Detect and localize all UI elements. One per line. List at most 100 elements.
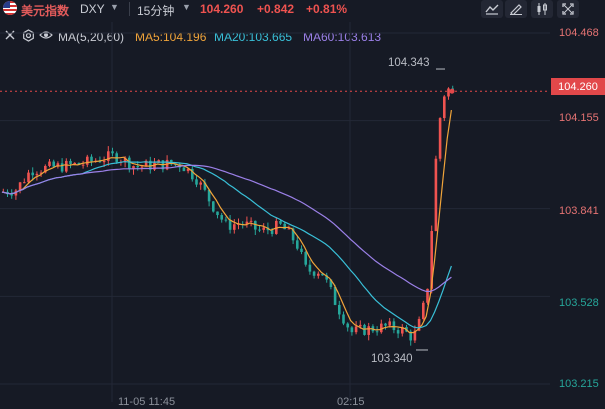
us-flag-icon bbox=[3, 1, 17, 15]
price-axis-label: 104.468 bbox=[559, 27, 599, 39]
candle-body bbox=[258, 229, 261, 231]
fullscreen-button[interactable] bbox=[557, 0, 579, 18]
candle-body bbox=[81, 164, 85, 166]
candle-body bbox=[338, 304, 341, 315]
candle-body bbox=[149, 160, 152, 170]
candle-body bbox=[325, 275, 328, 280]
candle-body bbox=[279, 220, 282, 224]
candle-body bbox=[73, 162, 76, 165]
candle-body bbox=[388, 321, 391, 326]
candle-body bbox=[199, 182, 202, 185]
candle-body bbox=[233, 224, 236, 230]
candle-body bbox=[354, 326, 358, 333]
candle-body bbox=[342, 314, 345, 324]
candle-body bbox=[438, 118, 442, 159]
symbol-code[interactable]: DXY bbox=[80, 2, 105, 16]
candle-body bbox=[363, 324, 366, 335]
fullscreen-icon bbox=[562, 3, 574, 15]
candle-body bbox=[333, 287, 337, 305]
candle-body bbox=[107, 151, 110, 161]
candle-body bbox=[275, 220, 278, 234]
candle-body bbox=[224, 219, 228, 221]
candle-body bbox=[426, 288, 429, 303]
current-price-marker bbox=[449, 88, 455, 94]
indicator-icon bbox=[537, 3, 547, 15]
candle-body bbox=[283, 223, 286, 230]
candle-body bbox=[207, 189, 211, 202]
symbol-dropdown-icon[interactable]: ▼ bbox=[110, 2, 119, 12]
candle-body bbox=[417, 318, 421, 331]
low-price-label: 103.340 bbox=[371, 353, 413, 365]
candle-body bbox=[123, 157, 127, 162]
candle-body bbox=[220, 215, 223, 220]
candle-body bbox=[90, 156, 93, 162]
current-price-tag: 104.260 bbox=[551, 78, 605, 95]
candle-body bbox=[182, 167, 186, 172]
candle-body bbox=[367, 326, 370, 335]
candle-body bbox=[31, 172, 34, 176]
candle-body bbox=[136, 166, 139, 168]
close-icon[interactable] bbox=[4, 29, 16, 44]
candle-body bbox=[434, 158, 438, 232]
ma60-line bbox=[1, 164, 452, 292]
candle-body bbox=[237, 223, 240, 225]
candle-body bbox=[153, 162, 156, 170]
candle-body bbox=[195, 179, 198, 185]
candle-body bbox=[312, 271, 316, 276]
ma5-line bbox=[1, 110, 452, 334]
candle-body bbox=[392, 321, 396, 331]
symbol-name[interactable]: 美元指数 bbox=[21, 4, 70, 18]
ma20-line bbox=[1, 161, 452, 329]
candle-body bbox=[262, 227, 265, 230]
candle-body bbox=[212, 201, 215, 212]
candle-body bbox=[350, 327, 354, 333]
candle-body bbox=[144, 160, 148, 167]
candle-body bbox=[102, 160, 106, 163]
candle-body bbox=[321, 273, 324, 276]
candle-body bbox=[86, 156, 89, 165]
toolbar-divider bbox=[129, 2, 130, 16]
candle-body bbox=[447, 88, 450, 97]
candle-body bbox=[245, 221, 249, 225]
candle-body bbox=[291, 228, 295, 241]
draw-icon bbox=[510, 4, 522, 15]
candle-body bbox=[270, 230, 274, 234]
time-axis-label: 02:15 bbox=[337, 396, 365, 408]
candle-body bbox=[287, 228, 291, 230]
price-change: +0.842 bbox=[257, 2, 295, 16]
candle-body bbox=[186, 168, 190, 172]
candle-body bbox=[111, 151, 114, 154]
candle-body bbox=[359, 324, 362, 327]
candle-body bbox=[249, 220, 253, 222]
candle-body bbox=[35, 173, 39, 176]
price-axis-label: 104.155 bbox=[559, 112, 599, 124]
interval-selector[interactable]: 15分钟 bbox=[137, 4, 175, 18]
line-style-icon bbox=[485, 4, 499, 15]
candle-body bbox=[396, 330, 400, 334]
candle-body bbox=[300, 248, 303, 252]
time-axis-label: 11-05 11:45 bbox=[118, 396, 176, 408]
candle-body bbox=[23, 182, 26, 184]
indicator-button[interactable] bbox=[531, 0, 553, 18]
candle-body bbox=[409, 331, 412, 341]
candle-body bbox=[317, 273, 320, 276]
line-style-button[interactable] bbox=[481, 0, 503, 18]
candle-body bbox=[346, 323, 349, 328]
candlestick-chart[interactable] bbox=[0, 22, 550, 402]
candle-body bbox=[174, 164, 177, 166]
candle-body bbox=[52, 161, 55, 167]
candle-body bbox=[65, 160, 68, 172]
candle-body bbox=[254, 220, 257, 230]
price-axis-label: 103.841 bbox=[559, 205, 599, 217]
candle-body bbox=[304, 251, 307, 265]
candle-body bbox=[56, 163, 60, 167]
draw-tool-button[interactable] bbox=[505, 0, 527, 18]
interval-dropdown-icon[interactable]: ▼ bbox=[182, 2, 191, 12]
price-axis-label: 103.528 bbox=[559, 297, 599, 309]
candle-body bbox=[413, 330, 417, 341]
candle-body bbox=[329, 279, 333, 288]
candle-body bbox=[296, 240, 299, 249]
symbol-toolbar: 美元指数 DXY ▼ 15分钟 ▼ 104.260 +0.842 +0.81% bbox=[0, 0, 605, 18]
candle-body bbox=[48, 161, 51, 166]
candle-body bbox=[18, 182, 22, 191]
